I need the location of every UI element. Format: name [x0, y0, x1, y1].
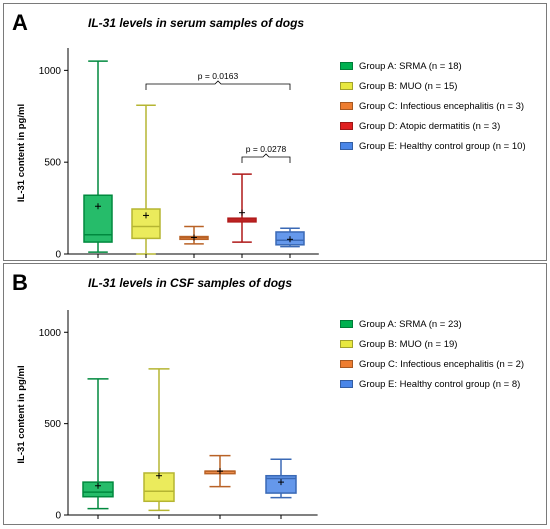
legend-label: Group A: SRMA (n = 23) [359, 318, 462, 330]
significance-bracket [145, 80, 291, 90]
panel-letter-b: B [12, 270, 28, 295]
box-plot-group [179, 225, 209, 245]
chart-a-svg: 0 500 1000 IL-31 content in pg/ml p = 0.0163… [16, 48, 319, 261]
legend-item: Group C: Infectious encephalitis (n = 3) [340, 96, 526, 116]
box-plot-group [275, 227, 305, 248]
y-tick-label: 0 [55, 511, 61, 522]
legend-item: Group E: Healthy control group (n = 10) [340, 136, 526, 156]
y-tick-label: 500 [44, 158, 61, 169]
legend-swatch [340, 360, 353, 368]
p-value-label: p = 0.0278 [246, 144, 287, 154]
box-plot-group [204, 454, 236, 488]
legend-item: Group A: SRMA (n = 18) [340, 56, 526, 76]
box-plot-group [227, 173, 257, 243]
panel-letter-a: A [12, 10, 28, 35]
legend-a: Group A: SRMA (n = 18) Group B: MUO (n = … [340, 56, 526, 156]
p-value-label: p = 0.0163 [198, 71, 239, 81]
legend-swatch [340, 122, 353, 130]
legend-swatch [340, 320, 353, 328]
legend-item: Group D: Atopic dermatitis (n = 3) [340, 116, 526, 136]
legend-label: Group E: Healthy control group (n = 8) [359, 378, 521, 390]
legend-swatch [340, 102, 353, 110]
panel-b: B IL-31 levels in CSF samples of dogs 0 5… [3, 263, 547, 525]
legend-label: Group C: Infectious encephalitis (n = 3) [359, 100, 525, 112]
legend-label: Group C: Infectious encephalitis (n = 2) [359, 358, 525, 370]
legend-swatch [340, 142, 353, 150]
legend-swatch [340, 340, 353, 348]
legend-swatch [340, 380, 353, 388]
box-plot-group [265, 458, 297, 499]
legend-swatch [340, 62, 353, 70]
box-plot-group [143, 368, 175, 512]
legend-item: Group C: Infectious encephalitis (n = 2) [340, 354, 524, 374]
legend-item: Group B: MUO (n = 15) [340, 76, 526, 96]
chart-title-a: IL-31 levels in serum samples of dogs [88, 16, 305, 30]
legend-label: Group E: Healthy control group (n = 10) [359, 140, 526, 152]
box-plot-group [82, 378, 114, 510]
y-tick-label: 0 [55, 250, 61, 261]
legend-label: Group B: MUO (n = 15) [359, 80, 458, 92]
box-plot-group [83, 60, 113, 253]
panel-a: A IL-31 levels in serum samples of dogs … [3, 3, 547, 261]
legend-item: Group E: Healthy control group (n = 8) [340, 374, 524, 394]
y-axis-label: IL-31 content in pg/ml [16, 365, 27, 463]
y-tick-label: 1000 [39, 66, 62, 77]
chart-title-b: IL-31 levels in CSF samples of dogs [88, 276, 293, 290]
legend-b: Group A: SRMA (n = 23) Group B: MUO (n = … [340, 314, 524, 394]
legend-label: Group B: MUO (n = 19) [359, 338, 458, 350]
legend-label: Group A: SRMA (n = 18) [359, 60, 462, 72]
significance-bracket [241, 153, 291, 163]
y-tick-label: 500 [44, 419, 61, 430]
legend-label: Group D: Atopic dermatitis (n = 3) [359, 120, 501, 132]
legend-swatch [340, 82, 353, 90]
box-iqr [82, 481, 114, 498]
legend-item: Group A: SRMA (n = 23) [340, 314, 524, 334]
legend-item: Group B: MUO (n = 19) [340, 334, 524, 354]
y-tick-label: 1000 [39, 328, 62, 339]
y-axis-label: IL-31 content in pg/ml [16, 104, 27, 202]
chart-b-svg: 0 500 1000 IL-31 content in pg/ml [16, 310, 318, 522]
box-plot-group [131, 104, 161, 255]
